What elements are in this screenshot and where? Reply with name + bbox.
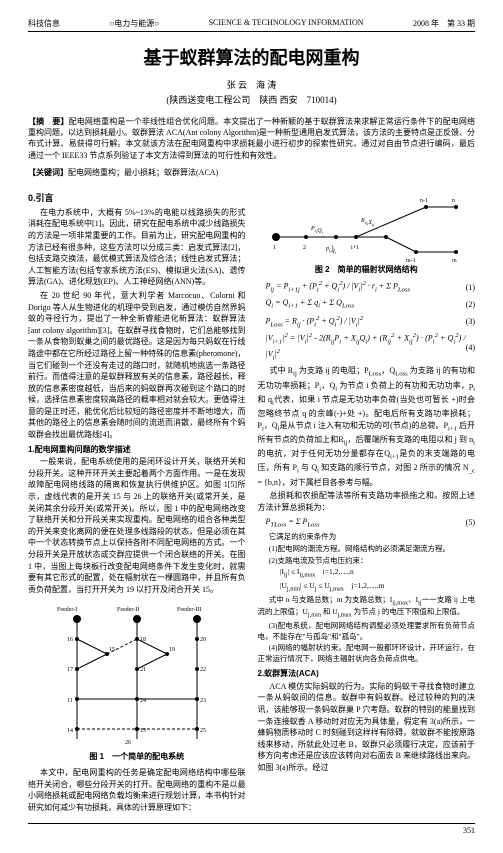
page-number: 351 <box>28 823 475 835</box>
sec2-heading: 2.蚁群算法(ACA) <box>258 668 476 680</box>
constraints-head: 它满足的约束条件为 <box>258 532 476 543</box>
svg-text:Feeder-II: Feeder-II <box>117 607 139 613</box>
fig2-svg: 12 ii+1 n-1n m-1m Rij,Xij Pi,Qi pi,qi <box>266 192 466 262</box>
eq2-num: (2) <box>466 299 475 311</box>
equation-1: Pij = Pi+1j + (Pi2 + Qi2) / |Vi|2 · ri +… <box>258 279 476 295</box>
svg-text:14: 14 <box>67 728 73 734</box>
sec1-p4: 总损耗和农损配等法等所有支路功率损拖之和。按照上述方法计算总损耗为： <box>258 490 476 513</box>
fig2-caption: 图 2 简单的辐射状网络结构 <box>258 264 476 276</box>
svg-text:25: 25 <box>200 728 206 734</box>
svg-text:21: 21 <box>140 667 146 673</box>
equation-2: Qi = Qi+1 + Σ qi + Σ QLoss (2) <box>258 297 476 311</box>
abstract-label: 【摘 要】 <box>28 117 69 126</box>
eq3-num: (3) <box>466 316 475 328</box>
sec1-heading: 1.配电网重构问题的数学描述 <box>28 444 246 456</box>
svg-text:Pi,Qi: Pi,Qi <box>310 226 323 235</box>
svg-text:24: 24 <box>140 698 146 704</box>
constraint-2a: |Iij| ≤ Iij,max i=1,2,⋯,n <box>258 567 476 580</box>
body-columns: 0.引言 在电力系统中，大概有 5%~13%的电能以线路损失的形式消耗在配电系统… <box>28 188 475 816</box>
eq5-body: PTLoss = Σ PLoss <box>266 516 320 530</box>
svg-text:Feeder-III: Feeder-III <box>177 607 201 613</box>
eq4-num: (4) <box>466 342 475 354</box>
sec0-p2: 在 20 世纪 90 年代，意大利学者 Marcocuo、Colorni 和 D… <box>28 290 246 441</box>
equation-4: |Vi+1|2 = |Vi|2 - 2(RijPi + XijQi) + (Ri… <box>258 331 476 363</box>
abstract-text: 配电网络重构是一个非线性组合优化问题。本文提出了一种新颖的基于蚁群算法来求解正常… <box>28 117 475 160</box>
constraint-4: (4)网络的幅射状约束。配电网一般都环环设计，开环运行，在正常运行情况下，网络主… <box>258 643 476 665</box>
running-header: 科技信息 ○电力与能源○ SCIENCE & TECHNOLOGY INFORM… <box>28 18 475 32</box>
keywords: 【关键词】配电网络重构；最小损耗；蚁群算法(ACA) <box>28 167 475 178</box>
constraint-2b: |Uj,min| ≤ Uj ≤ Uj,max j=1,2,⋯,m <box>258 581 476 594</box>
sec0-heading: 0.引言 <box>28 192 246 205</box>
svg-text:16: 16 <box>67 637 73 643</box>
affiliation: (陕西送变电工程公司 陕西 西安 710014) <box>28 93 475 106</box>
eq4-body: |Vi+1|2 = |Vi|2 - 2(RijPi + XijQi) + (Ri… <box>266 331 466 363</box>
svg-text:19: 19 <box>169 647 175 653</box>
constraint-3: (3)配电系统，配电网网络结构调整必须处理要求所有负荷节点电，不能存在"与孤岛"… <box>258 621 476 643</box>
svg-text:2: 2 <box>303 245 306 251</box>
svg-text:m-1: m-1 <box>406 258 416 262</box>
svg-text:i+1: i+1 <box>351 245 359 251</box>
right-column: 12 ii+1 n-1n m-1m Rij,Xij Pi,Qi pi,qi 图 … <box>258 188 476 816</box>
svg-text:17: 17 <box>67 667 73 673</box>
constraint-1: (1)配电网的潮流方程。网络结构的必须满足潮流方程。 <box>258 544 476 555</box>
figure-2: 12 ii+1 n-1n m-1m Rij,Xij Pi,Qi pi,qi 图 … <box>258 192 476 276</box>
eq5-num: (5) <box>466 517 475 529</box>
abstract: 【摘 要】配电网络重构是一个非线性组合优化问题。本文提出了一种新颖的基于蚁群算法… <box>28 116 475 161</box>
svg-text:m: m <box>452 258 457 262</box>
svg-text:11: 11 <box>67 698 73 704</box>
constraint-2: (2)支路电流及节点电压约束： <box>258 556 476 567</box>
keywords-text: 配电网络重构；最小损耗；蚁群算法(ACA) <box>68 168 218 177</box>
equation-3: PLoss = Rij · (Pi2 + Qi2) / |Vi|2 (3) <box>258 314 476 330</box>
svg-text:15: 15 <box>109 647 115 653</box>
sec1-p2: 本文中，配电网重构的任务是确定配电网络结构中哪些联络开关闭合，哪些分段开关的打开… <box>28 767 246 813</box>
svg-text:22: 22 <box>200 667 206 673</box>
svg-text:18: 18 <box>140 637 146 643</box>
svg-text:n: n <box>452 198 455 204</box>
page: 科技信息 ○电力与能源○ SCIENCE & TECHNOLOGY INFORM… <box>0 0 503 853</box>
figure-1: Feeder-I Feeder-II Feeder-III 16 17 11 14 15 1… <box>28 599 246 763</box>
svg-text:23: 23 <box>200 698 206 704</box>
eq1-num: (1) <box>466 282 475 294</box>
left-column: 0.引言 在电力系统中，大概有 5%~13%的电能以线路损失的形式消耗在配电系统… <box>28 188 246 816</box>
fig1-svg: Feeder-I Feeder-II Feeder-III 16 17 11 14 15 1… <box>47 599 227 749</box>
sec2-p1: ACA 模仿实际蚂蚁的行为。实际的蚂蚁干寻找食物时建立一条从蚂蚁间的信息。蚁群中… <box>258 681 476 774</box>
svg-text:n-1: n-1 <box>420 198 428 204</box>
eq2-body: Qi = Qi+1 + Σ qi + Σ QLoss <box>266 297 355 311</box>
eq3-body: PLoss = Rij · (Pi2 + Qi2) / |Vi|2 <box>266 314 364 330</box>
authors: 张 云 海 涛 <box>28 78 475 91</box>
header-midleft: ○电力与能源○ <box>109 18 159 29</box>
svg-text:Feeder-I: Feeder-I <box>57 607 77 613</box>
svg-text:13: 13 <box>140 728 146 734</box>
svg-text:Rij,Xij: Rij,Xij <box>360 218 375 227</box>
header-center: SCIENCE & TECHNOLOGY INFORMATION <box>209 18 364 29</box>
paper-title: 基于蚁群算法的配电网重构 <box>28 44 475 70</box>
svg-text:pi,qi: pi,qi <box>325 246 336 255</box>
svg-text:20: 20 <box>200 637 206 643</box>
header-left: 科技信息 <box>28 18 60 29</box>
keywords-label: 【关键词】 <box>28 168 68 177</box>
svg-text:1: 1 <box>273 245 276 251</box>
sec1-p3: 式中 Rij 为支路 ij 的电阻；PLoss，QLoss 为支路 ij 的有功… <box>258 365 476 488</box>
eq1-body: Pij = Pi+1j + (Pi2 + Qi2) / |Vi|2 · ri +… <box>266 279 411 295</box>
constraint-2-desc: 式中 n 与支路总数；m 为支路总数；Iij,max、Iij一一支路 ij 上电… <box>258 595 476 620</box>
equation-5: PTLoss = Σ PLoss (5) <box>258 516 476 530</box>
sec0-p1: 在电力系统中，大概有 5%~13%的电能以线路损失的形式消耗在配电系统中[1]。… <box>28 207 246 288</box>
header-right: 2008 年 第 33 期 <box>413 18 475 29</box>
sec1-p1: 一般来说，配电系统使用的是闭环设计开关，联络开关和分段开关。这种开环开关主要起着… <box>28 456 246 595</box>
fig1-caption: 图 1 一个简单的配电系统 <box>28 751 246 763</box>
svg-text:26: 26 <box>125 740 131 746</box>
